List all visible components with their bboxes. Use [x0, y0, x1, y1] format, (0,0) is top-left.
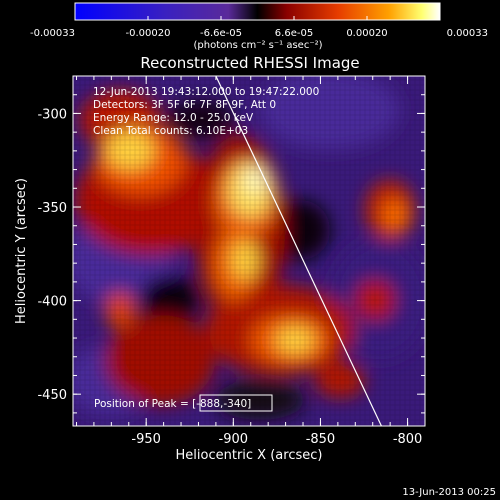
colorbar-tick-label: -0.00033	[30, 28, 75, 39]
x-axis-label: Heliocentric X (arcsec)	[176, 448, 323, 463]
x-tick-label: -800	[393, 432, 423, 447]
x-tick-label: -900	[219, 432, 249, 447]
colorbar-tick-label: -0.00020	[126, 28, 171, 39]
colorbar-tick-label: -6.6e-05	[200, 28, 242, 39]
y-tick-label: -300	[37, 107, 67, 122]
annotation-counts: Clean Total counts: 6.10E+03	[93, 125, 248, 137]
annotation-detectors: Detectors: 3F 5F 6F 7F 8F 9F, Att 0	[93, 99, 276, 111]
annotation-time: 12-Jun-2013 19:43:12.000 to 19:47:22.000	[93, 86, 319, 98]
x-axis-ticks: -950 -900 -850 -800	[75, 76, 426, 447]
y-tick-label: -450	[37, 388, 67, 403]
y-tick-label: -400	[37, 295, 67, 310]
colorbar-gradient	[74, 2, 441, 21]
colorbar-ticks: -0.00033 -0.00020 -6.6e-05 6.6e-05 0.00020 0.…	[30, 16, 488, 39]
y-tick-label: -350	[37, 201, 67, 216]
x-tick-label: -950	[131, 432, 161, 447]
rhessi-image	[73, 76, 425, 426]
plot-frame	[72, 75, 426, 427]
colorbar-units: (photons cm⁻² s⁻¹ asec⁻²)	[193, 40, 322, 51]
colorbar: -0.00033 -0.00020 -6.6e-05 6.6e-05 0.00020 0.…	[30, 2, 488, 51]
peak-label-text: Position of Peak = [-888,-340]	[94, 398, 251, 410]
colorbar-tick-label: 0.00033	[447, 28, 488, 39]
colorbar-tick-label: 6.6e-05	[275, 28, 313, 39]
annotations: 12-Jun-2013 19:43:12.000 to 19:47:22.000…	[93, 86, 319, 137]
plot-title: Reconstructed RHESSI Image	[140, 54, 359, 72]
x-tick-label: -850	[306, 432, 336, 447]
y-axis-label: Heliocentric Y (arcsec)	[14, 178, 29, 324]
colorbar-tick-label: 0.00020	[346, 28, 387, 39]
solar-limb-line	[215, 76, 382, 426]
annotation-energy: Energy Range: 12.0 - 25.0 keV	[93, 112, 254, 124]
date-stamp: 13-Jun-2013 00:25	[402, 487, 496, 498]
y-axis-ticks: -300 -350 -400 -450	[37, 75, 425, 414]
peak-label: Position of Peak = [-888,-340]	[94, 394, 273, 412]
